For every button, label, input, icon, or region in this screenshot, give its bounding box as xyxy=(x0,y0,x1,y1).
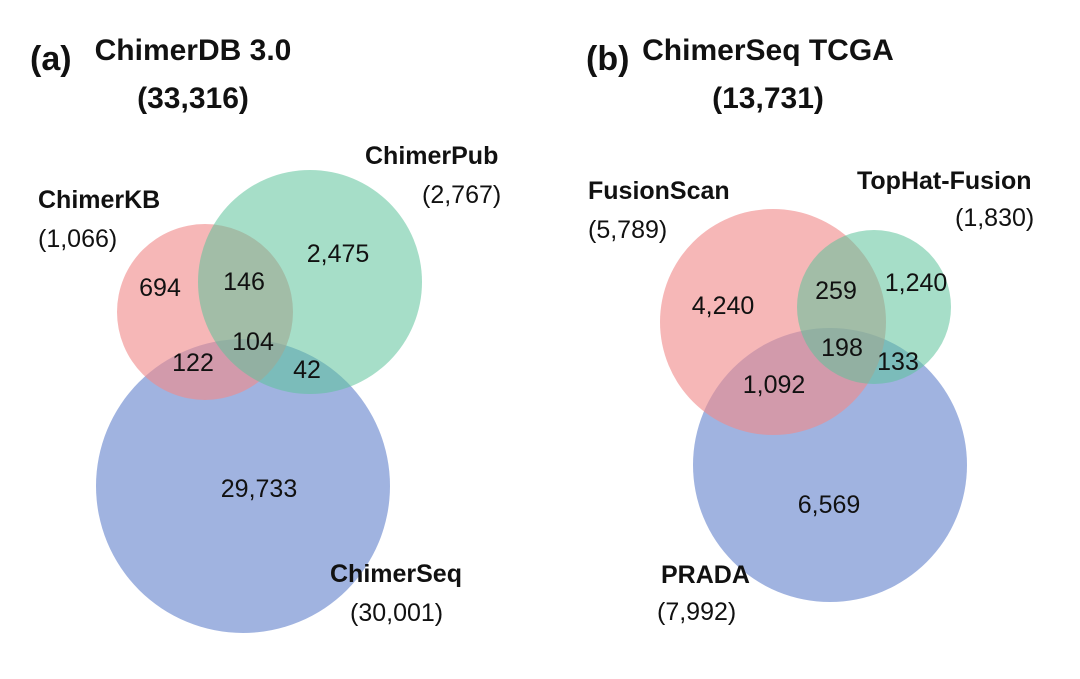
venn-circle-tophat-fusion xyxy=(797,230,951,384)
region-tophat-fusion-prada: 133 xyxy=(877,348,919,376)
set-total-prada: (7,992) xyxy=(657,598,736,626)
panel-total-b: (13,731) xyxy=(712,82,824,115)
panel-b: (b) ChimerSeq TCGA (13,731) FusionScan (… xyxy=(586,34,1034,626)
region-fusionscan-tophat-fusion: 259 xyxy=(815,277,857,305)
region-prada-only: 6,569 xyxy=(798,491,861,519)
set-total-tophat-fusion: (1,830) xyxy=(955,204,1034,232)
set-name-chimerpub: ChimerPub xyxy=(365,142,498,170)
region-fusionscan-only: 4,240 xyxy=(692,292,755,320)
set-total-chimerpub: (2,767) xyxy=(422,181,501,209)
region-chimerpub-only: 2,475 xyxy=(307,240,370,268)
set-total-chimerseq: (30,001) xyxy=(350,599,443,627)
set-total-fusionscan: (5,789) xyxy=(588,216,667,244)
region-all-three-b: 198 xyxy=(821,334,863,362)
venn-circle-chimerpub xyxy=(198,170,422,394)
set-name-tophat-fusion: TopHat-Fusion xyxy=(857,167,1032,195)
set-name-prada: PRADA xyxy=(661,561,750,589)
set-name-chimerseq: ChimerSeq xyxy=(330,560,462,588)
panel-title-a: ChimerDB 3.0 xyxy=(95,34,292,67)
panel-label-a: (a) xyxy=(30,40,72,78)
panel-total-a: (33,316) xyxy=(137,82,249,115)
region-chimerkb-chimerpub: 146 xyxy=(223,268,265,296)
venn-circle-chimerseq xyxy=(96,339,390,633)
panel-a: (a) ChimerDB 3.0 (33,316) ChimerKB (1,06… xyxy=(30,34,501,633)
panel-label-b: (b) xyxy=(586,40,629,78)
region-chimerkb-only: 694 xyxy=(139,274,181,302)
panel-title-b: ChimerSeq TCGA xyxy=(642,34,894,67)
region-all-three-a: 104 xyxy=(232,328,274,356)
region-chimerpub-chimerseq: 42 xyxy=(293,356,321,384)
region-chimerseq-only: 29,733 xyxy=(221,475,297,503)
region-fusionscan-prada: 1,092 xyxy=(743,371,806,399)
set-name-chimerkb: ChimerKB xyxy=(38,186,160,214)
set-total-chimerkb: (1,066) xyxy=(38,225,117,253)
region-chimerkb-chimerseq: 122 xyxy=(172,349,214,377)
region-tophat-fusion-only: 1,240 xyxy=(885,269,948,297)
set-name-fusionscan: FusionScan xyxy=(588,177,730,205)
